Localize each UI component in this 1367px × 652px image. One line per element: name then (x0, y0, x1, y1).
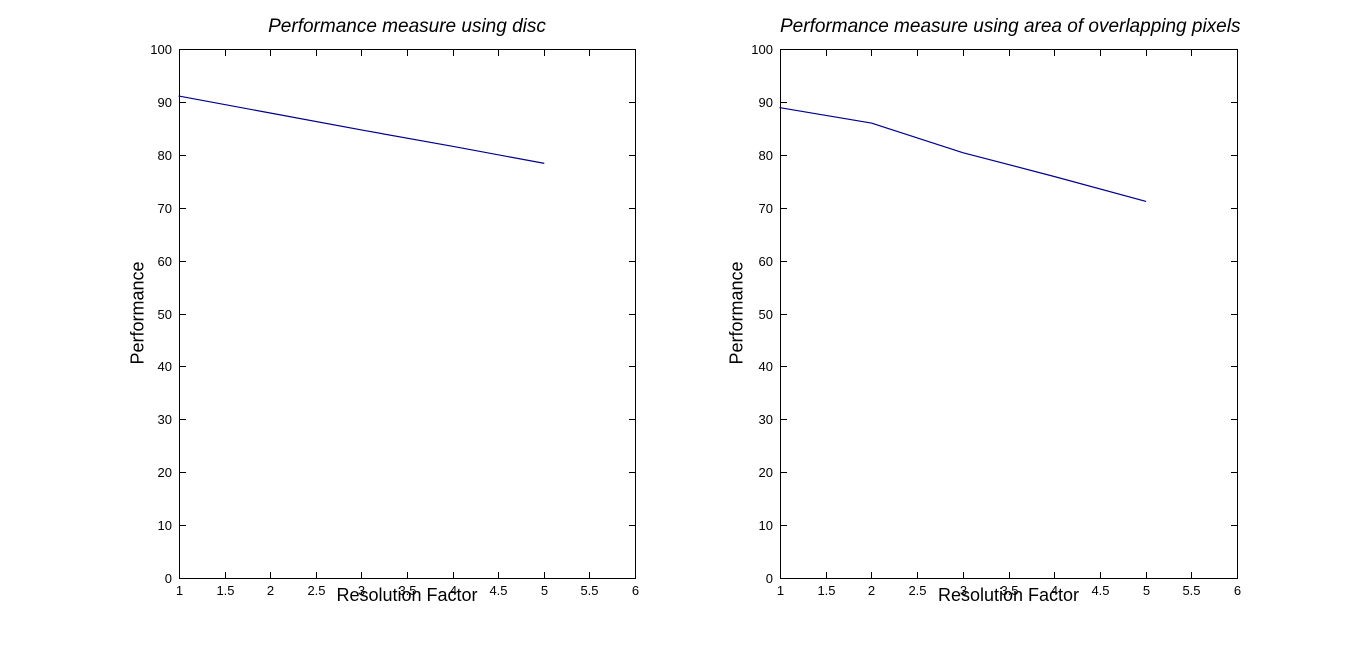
y-tick-label: 40 (759, 359, 773, 374)
right-plot: 1 1.5 2 2.5 3 3.5 4 4.5 5 5.5 60102030405060708090… (751, 42, 1241, 598)
y-tick-label: 0 (766, 571, 773, 586)
y-tick-label: 80 (158, 148, 172, 163)
x-tick-label: 1.5 (817, 583, 835, 598)
left-plot-xaxis-label: Resolution Factor (336, 585, 478, 605)
y-tick-label: 60 (759, 254, 773, 269)
performance-line (178, 95, 545, 164)
performance-line (779, 107, 1147, 202)
x-tick-label: 2.5 (307, 583, 325, 598)
y-tick-label: 50 (158, 307, 172, 322)
axis-box (179, 49, 636, 579)
x-tick-label: 5 (541, 583, 548, 598)
x-tick-label: 5.5 (1182, 583, 1200, 598)
left-plot-title: Performance measure using disc (268, 16, 546, 37)
x-tick-label: 4 (1051, 583, 1058, 598)
x-tick-label: 4 (450, 583, 457, 598)
y-tick-label: 80 (759, 148, 773, 163)
y-tick-label: 30 (759, 412, 773, 427)
right-plot-xaxis-label: Resolution Factor (937, 585, 1080, 605)
x-tick-label: 2.5 (908, 583, 926, 598)
x-tick-label: 2 (868, 583, 875, 598)
y-tick-label: 90 (759, 95, 773, 110)
y-tick-label: 60 (158, 254, 172, 269)
x-tick-label: 3 (960, 583, 967, 598)
x-tick-label: 1 (176, 583, 183, 598)
x-tick-label: 1.5 (216, 583, 234, 598)
y-tick-label: 90 (158, 95, 172, 110)
right-plot-yaxis-label: Performance (726, 261, 747, 365)
right-plot-title: Performance measure using area of overla… (780, 16, 1241, 37)
x-tick-label: 6 (1234, 583, 1241, 598)
x-tick-label: 4.5 (1091, 583, 1109, 598)
y-tick-label: 70 (158, 201, 172, 216)
x-tick-label: 3 (358, 583, 365, 598)
x-tick-label: 3.5 (398, 583, 416, 598)
x-tick-label: 5.5 (580, 583, 598, 598)
y-tick-label: 10 (158, 518, 172, 533)
y-tick-label: 100 (150, 42, 172, 57)
y-tick-label: 30 (158, 412, 172, 427)
axis-box (780, 49, 1238, 579)
x-tick-label: 2 (267, 583, 274, 598)
left-plot-yaxis-label: Performance (127, 261, 148, 365)
y-tick-label: 20 (759, 465, 773, 480)
left-plot: 1 1.5 2 2.5 3 3.5 4 4.5 5 5.5 60102030405060708090… (150, 42, 639, 598)
y-tick-label: 10 (759, 518, 773, 533)
y-tick-label: 50 (759, 307, 773, 322)
x-tick-label: 4.5 (489, 583, 507, 598)
y-tick-label: 40 (158, 359, 172, 374)
x-tick-label: 1 (777, 583, 784, 598)
x-tick-label: 6 (632, 583, 639, 598)
x-tick-label: 5 (1143, 583, 1150, 598)
y-tick-label: 70 (759, 201, 773, 216)
y-tick-label: 0 (165, 571, 172, 586)
y-tick-label: 20 (158, 465, 172, 480)
x-tick-label: 3.5 (1000, 583, 1018, 598)
y-tick-label: 100 (751, 42, 773, 57)
